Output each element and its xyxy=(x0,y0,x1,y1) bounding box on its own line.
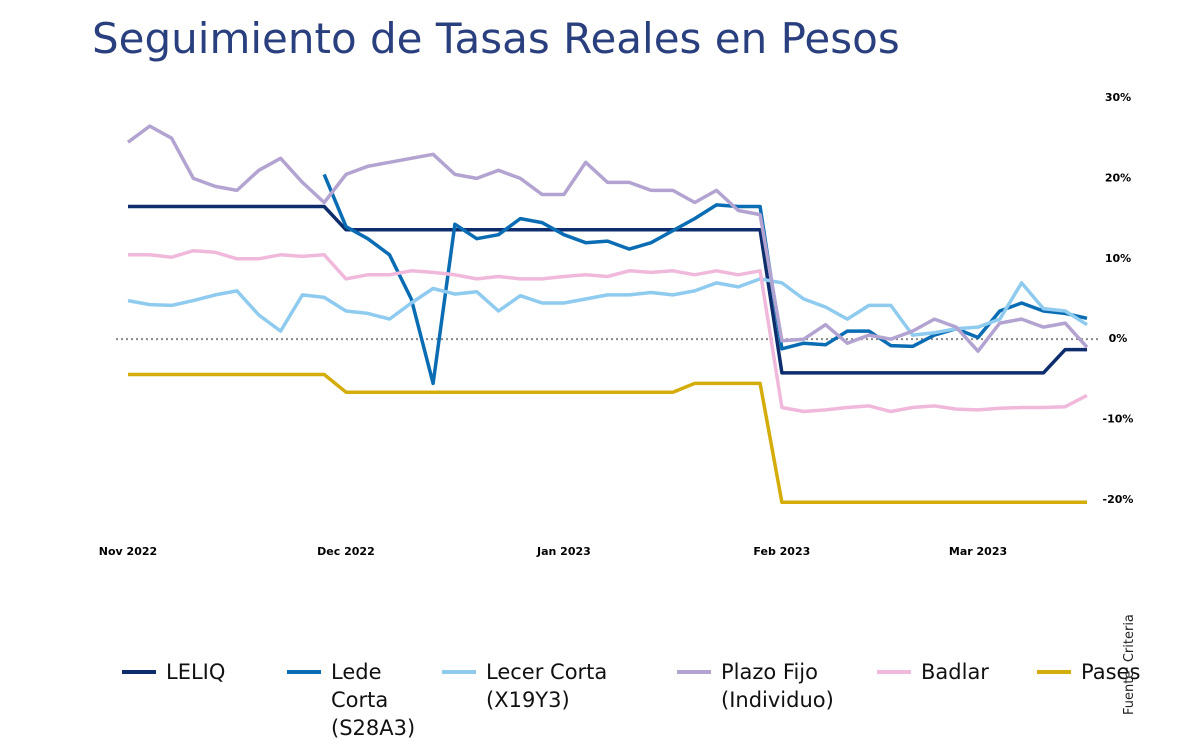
legend-item: Plazo Fijo (Individuo) xyxy=(677,658,877,742)
legend-item: LELIQ xyxy=(122,658,287,742)
legend-swatch xyxy=(1037,670,1071,674)
y-tick-label: -20% xyxy=(1103,493,1134,506)
series-line xyxy=(128,204,1087,375)
y-tick-label: 0% xyxy=(1109,332,1128,345)
chart: 30% 20% 10% 0% -10% -20% Nov 2022 Dec 2022 Jan 2… xyxy=(99,91,1134,558)
legend-item: Lecer Corta (X19Y3) xyxy=(442,658,677,742)
source-note: Fuente: Criteria xyxy=(1122,614,1137,715)
x-tick-label: Feb 2023 xyxy=(753,545,810,558)
chart-title: Seguimiento de Tasas Reales en Pesos xyxy=(92,14,900,63)
legend-label: LELIQ xyxy=(166,660,226,684)
legend-label: Badlar xyxy=(921,660,989,684)
series-line xyxy=(128,248,1088,414)
x-tick-label: Nov 2022 xyxy=(99,545,157,558)
legend-swatch xyxy=(877,670,911,674)
legend-label: Plazo Fijo (Individuo) xyxy=(721,660,834,712)
series-line xyxy=(126,124,1089,353)
y-tick-label: 10% xyxy=(1105,252,1131,265)
series-line xyxy=(128,372,1087,505)
series-line xyxy=(127,277,1088,337)
x-tick-label: Mar 2023 xyxy=(949,545,1007,558)
legend-swatch xyxy=(122,670,156,674)
legend-label: Lede Corta (S28A3) xyxy=(331,660,416,740)
series-line xyxy=(322,173,1088,386)
x-tick-label: Jan 2023 xyxy=(536,545,591,558)
legend-swatch xyxy=(287,670,321,674)
y-tick-label: 20% xyxy=(1105,171,1131,184)
legend-item: Badlar xyxy=(877,658,1037,742)
legend-item: Lede Corta (S28A3) xyxy=(287,658,442,742)
y-tick-label: -10% xyxy=(1103,413,1134,426)
legend-label: Lecer Corta (X19Y3) xyxy=(486,660,608,712)
legend-label: Pases xyxy=(1081,660,1141,684)
y-tick-label: 30% xyxy=(1105,91,1131,104)
legend-swatch xyxy=(442,670,476,674)
legend-item: Pases xyxy=(1037,658,1187,742)
legend-swatch xyxy=(677,670,711,674)
legend: LELIQ Lede Corta (S28A3) Lecer Corta (X19Y… xyxy=(122,658,1187,742)
x-tick-label: Dec 2022 xyxy=(317,545,375,558)
